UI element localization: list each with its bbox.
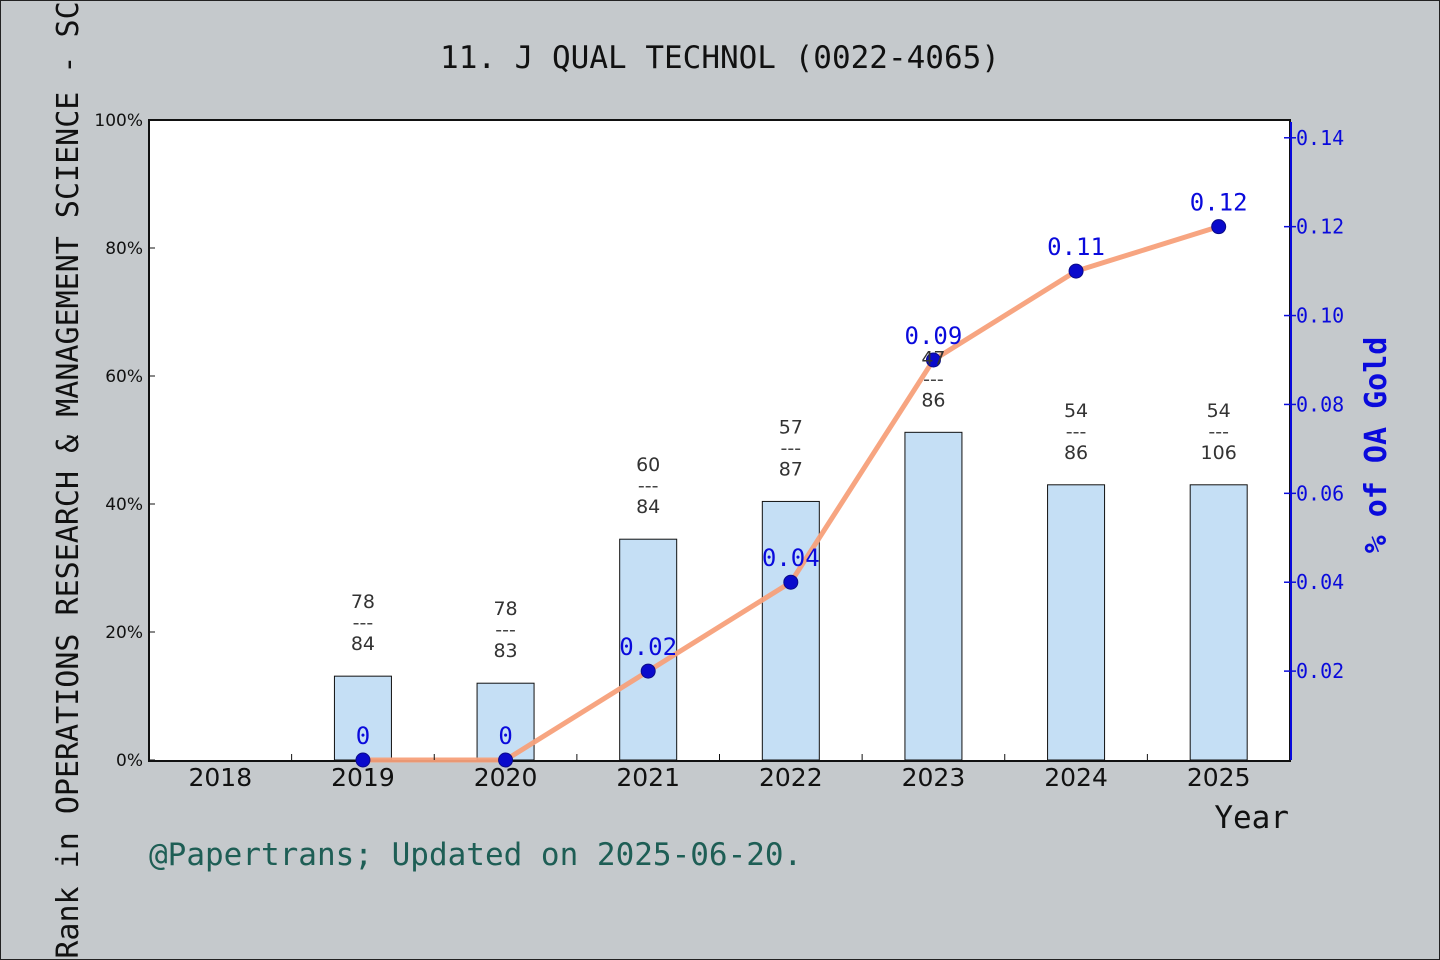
rank-value-2021: 60 (636, 454, 660, 476)
right-tick-label-5: 0.12 (1296, 215, 1344, 239)
rank-divider-2025: --- (1208, 421, 1229, 443)
oa-gold-label-2025: 0.12 (1190, 189, 1248, 217)
rank-divider-2024: --- (1066, 421, 1087, 443)
oa-gold-label-2023: 0.09 (905, 322, 963, 350)
left-axis-ticks: 0% 20% 40% 60% 80% 100% (94, 111, 155, 771)
rank-divider-2021: --- (638, 475, 659, 497)
oa-gold-point-2023 (925, 352, 941, 368)
rank-total-2022: 87 (779, 458, 803, 480)
rank-value-2019: 78 (351, 591, 375, 613)
oa-gold-point-2024 (1068, 263, 1084, 279)
x-tick-label-2023: 2023 (902, 763, 966, 792)
rank-value-2020: 78 (493, 598, 517, 620)
x-axis-label: Year (1214, 800, 1289, 836)
rank-total-2025: 106 (1201, 442, 1237, 464)
x-tick-label-2024: 2024 (1044, 763, 1108, 792)
oa-gold-label-2021: 0.02 (619, 633, 677, 661)
rank-divider-2023: --- (923, 368, 944, 390)
rank-total-2024: 86 (1064, 442, 1088, 464)
right-tick-label-6: 0.14 (1296, 126, 1344, 150)
oa-gold-point-2021 (640, 663, 656, 679)
rank-total-2021: 84 (636, 496, 660, 518)
x-tick-label-2022: 2022 (759, 763, 823, 792)
oa-gold-point-2020 (498, 752, 514, 768)
left-tick-label-4: 80% (105, 239, 143, 259)
footer-note: @Papertrans; Updated on 2025-06-20. (149, 837, 802, 873)
bar-2024 (1047, 484, 1106, 761)
bar-2022 (761, 500, 820, 761)
oa-gold-point-2019 (355, 752, 371, 768)
left-axis-label: Rank in OPERATIONS RESEARCH & MANAGEMENT… (51, 1, 86, 958)
x-tick-label-2019: 2019 (331, 763, 395, 792)
right-axis-ticks: 0.02 0.04 0.06 0.08 0.10 0.12 0.14 (1284, 126, 1344, 683)
x-tick-label-2021: 2021 (616, 763, 680, 792)
right-tick-label-2: 0.06 (1296, 481, 1344, 505)
rank-value-2023: 47 (921, 347, 945, 369)
right-axis-label: % of OA Gold (1359, 337, 1394, 554)
x-tick-label-2025: 2025 (1187, 763, 1251, 792)
oa-gold-point-2025 (1211, 219, 1227, 235)
rank-value-2024: 54 (1064, 400, 1088, 422)
bars-group (333, 431, 1248, 761)
bar-2019 (333, 675, 392, 761)
x-tick-label-2020: 2020 (474, 763, 538, 792)
right-tick-label-4: 0.10 (1296, 304, 1344, 328)
x-tick-label-2018: 2018 (189, 763, 253, 792)
rank-value-2025: 54 (1207, 400, 1231, 422)
left-tick-label-3: 60% (105, 367, 143, 387)
left-tick-label-5: 100% (94, 111, 143, 131)
right-tick-label-3: 0.08 (1296, 392, 1344, 416)
rank-total-2019: 84 (351, 633, 375, 655)
bar-2023 (904, 431, 963, 761)
rank-divider-2020: --- (495, 619, 516, 641)
bar-2025 (1189, 484, 1248, 761)
right-tick-label-1: 0.04 (1296, 570, 1344, 594)
rank-value-2022: 57 (779, 416, 803, 438)
oa-gold-label-2022: 0.04 (762, 544, 820, 572)
left-tick-label-1: 20% (105, 623, 143, 643)
line-group: 0 0 0.02 0.04 0.09 0.11 0.12 (355, 189, 1248, 768)
x-axis-ticks: 2018 2019 2020 2021 2022 2023 2024 2025 (189, 754, 1251, 792)
left-tick-label-0: 0% (116, 751, 143, 771)
rank-divider-2022: --- (781, 437, 802, 459)
oa-gold-label-2024: 0.11 (1047, 233, 1105, 261)
left-tick-label-2: 40% (105, 495, 143, 515)
right-tick-label-0: 0.02 (1296, 659, 1344, 683)
rank-total-2020: 83 (493, 640, 517, 662)
rank-divider-2019: --- (353, 612, 374, 634)
oa-gold-label-2019: 0 (356, 722, 370, 750)
bar-2021 (619, 538, 678, 761)
oa-gold-point-2022 (783, 574, 799, 590)
rank-total-2023: 86 (921, 389, 945, 411)
oa-gold-label-2020: 0 (498, 722, 512, 750)
chart-title: 11. J QUAL TECHNOL (0022-4065) (440, 40, 1000, 76)
plot-area (148, 119, 1291, 762)
